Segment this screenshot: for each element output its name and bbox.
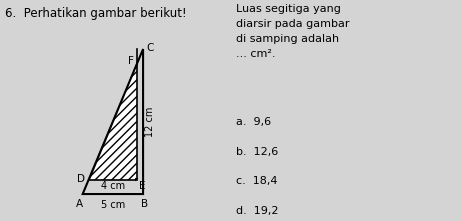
Text: d.  19,2: d. 19,2 bbox=[236, 206, 278, 216]
Text: C: C bbox=[147, 43, 154, 53]
Text: 4 cm: 4 cm bbox=[101, 181, 125, 191]
Text: Luas segitiga yang
diarsir pada gambar
di samping adalah
... cm².: Luas segitiga yang diarsir pada gambar d… bbox=[236, 4, 349, 59]
Text: B: B bbox=[141, 199, 148, 209]
Text: F: F bbox=[128, 56, 134, 66]
Text: E: E bbox=[139, 181, 146, 191]
Text: c.  18,4: c. 18,4 bbox=[236, 176, 277, 186]
Text: 12 cm: 12 cm bbox=[146, 106, 155, 137]
Text: 5 cm: 5 cm bbox=[101, 200, 125, 210]
Text: D: D bbox=[77, 174, 85, 184]
Text: 6.  Perhatikan gambar berikut!: 6. Perhatikan gambar berikut! bbox=[5, 7, 187, 20]
Text: b.  12,6: b. 12,6 bbox=[236, 147, 278, 156]
Text: a.  9,6: a. 9,6 bbox=[236, 117, 271, 127]
Polygon shape bbox=[89, 64, 137, 179]
Text: A: A bbox=[76, 199, 83, 209]
